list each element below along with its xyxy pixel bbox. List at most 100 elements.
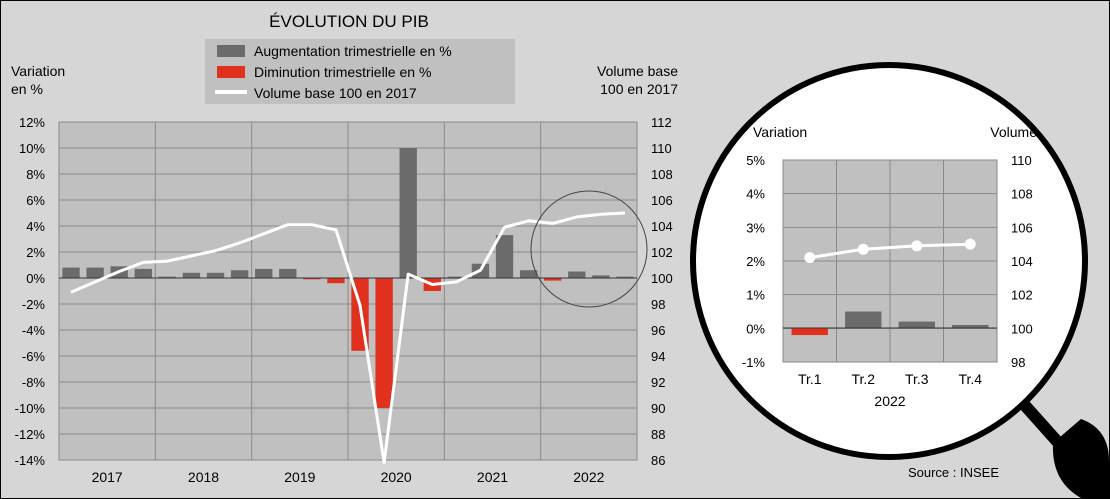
main-left-tick-label: 10% (19, 141, 45, 156)
main-left-tick-label: -4% (22, 323, 46, 338)
inset-category-label: Tr.1 (798, 371, 822, 387)
inset-category-labels: Tr.1 Tr.2 Tr.3 Tr.4 (798, 371, 982, 387)
inset-left-tick-label: 2% (746, 254, 765, 269)
main-left-tick-label: 4% (26, 219, 45, 234)
decrease-bar (375, 278, 393, 408)
inset-increase-bar (898, 321, 935, 329)
main-left-tick-label: -14% (15, 453, 46, 468)
inset-right-tick-label: 110 (1011, 153, 1032, 168)
inset-right-tick-label: 98 (1011, 355, 1025, 370)
zoom-marker-circle (530, 190, 648, 308)
main-right-tick-label: 100 (651, 271, 673, 286)
main-year-label: 2021 (477, 469, 508, 485)
decrease-bar (327, 278, 345, 284)
main-year-label: 2017 (92, 469, 123, 485)
inset-volume-marker (857, 243, 869, 255)
inset-left-tick-label: 3% (746, 220, 765, 235)
main-left-tick-label: 6% (26, 193, 45, 208)
main-left-tick-label: -2% (22, 297, 46, 312)
chart-title: ÉVOLUTION DU PIB (269, 12, 429, 31)
main-left-tick-label: -6% (22, 349, 46, 364)
main-year-label: 2020 (381, 469, 412, 485)
inset-right-tick-label: 100 (1011, 321, 1033, 336)
main-right-tick-label: 86 (651, 453, 665, 468)
main-right-tick-label: 112 (651, 115, 672, 130)
inset-volume-line (809, 242, 971, 260)
main-right-tick-label: 98 (651, 297, 665, 312)
main-right-tick-label: 90 (651, 401, 665, 416)
increase-bar (206, 272, 225, 278)
main-right-tick-label: 88 (651, 427, 665, 442)
inset-bars (791, 311, 989, 336)
main-right-tick-label: 110 (651, 141, 672, 156)
main-right-tick-label: 92 (651, 375, 665, 390)
inset-left-tick-label: 4% (746, 187, 765, 202)
inset-left-tick-label: 5% (746, 153, 765, 168)
legend-label-volume: Volume base 100 en 2017 (254, 85, 417, 101)
inset-volume-marker (911, 240, 923, 252)
increase-bar (279, 268, 297, 278)
main-right-ticks: 112 110 108 106 104 102 100 98 96 94 92 90 88 86 (651, 115, 673, 468)
inset-right-axis-title: Volume (990, 124, 1037, 140)
inset-x-axis-title: 2022 (874, 393, 905, 409)
inset-volume-marker (804, 252, 816, 264)
inset-volume-marker (964, 238, 976, 250)
inset-plot-area: Variation Volume 5% 4% 3% 2% 1% 0% -1% 110 108 1… (742, 124, 1037, 409)
main-left-ticks: 12% 10% 8% 6% 4% 2% 0% -2% -4% -6% -8% -10% -12% -14% (15, 115, 46, 468)
main-year-label: 2022 (573, 469, 604, 485)
increase-bar (399, 148, 417, 278)
increase-bar (447, 276, 466, 278)
main-left-tick-label: 0% (26, 271, 45, 286)
magnifier-grip (1052, 419, 1109, 498)
magnifier-neck (1015, 395, 1069, 454)
legend-label-increase: Augmentation trimestrielle en % (254, 43, 452, 59)
legend: Augmentation trimestrielle en % Diminuti… (205, 39, 515, 104)
legend-label-decrease: Diminution trimestrielle en % (254, 64, 431, 80)
inset-left-tick-label: -1% (742, 355, 766, 370)
increase-bar (158, 276, 177, 278)
main-left-tick-label: -8% (22, 375, 46, 390)
increase-bar (62, 267, 80, 278)
main-plot-area: 12% 10% 8% 6% 4% 2% 0% -2% -4% -6% -8% -10% -12% -14%… (15, 115, 673, 485)
left-axis-title-line1: Variation (11, 63, 65, 79)
decrease-bar (303, 278, 321, 280)
inset-category-label: Tr.4 (958, 371, 982, 387)
main-grid (59, 121, 637, 461)
main-right-tick-label: 106 (651, 193, 673, 208)
inset-right-ticks: 110 108 106 104 102 100 98 (1011, 153, 1033, 370)
increase-bar (255, 268, 273, 278)
main-left-tick-label: -10% (15, 401, 46, 416)
inset-increase-bar (952, 324, 989, 329)
source-note: Source : INSEE (908, 465, 999, 480)
inset-category-label: Tr.2 (851, 371, 875, 387)
main-right-tick-label: 108 (651, 167, 673, 182)
main-year-label: 2019 (284, 469, 315, 485)
inset-increase-bar (845, 311, 882, 329)
inset-category-label: Tr.3 (905, 371, 929, 387)
inset-right-tick-label: 106 (1011, 220, 1033, 235)
main-right-tick-label: 96 (651, 323, 665, 338)
main-left-tick-label: 8% (26, 167, 45, 182)
legend-background (205, 39, 515, 104)
increase-bar (182, 272, 201, 278)
left-axis-title-line2: en % (11, 81, 43, 97)
main-bars (62, 148, 634, 408)
main-left-tick-label: 12% (19, 115, 45, 130)
inset-decrease-bar (791, 328, 828, 336)
main-year-labels: 2017 2018 2019 2020 2021 2022 (92, 469, 605, 485)
magnifier-handle (1015, 395, 1109, 498)
main-right-tick-label: 102 (651, 245, 673, 260)
increase-bar (495, 235, 514, 278)
increase-bar (230, 270, 249, 278)
decrease-bar (544, 278, 562, 281)
inset-left-axis-title: Variation (753, 124, 807, 140)
inset-right-tick-label: 108 (1011, 187, 1033, 202)
inset-left-ticks: 5% 4% 3% 2% 1% 0% -1% (742, 153, 766, 370)
inset-right-tick-label: 104 (1011, 254, 1033, 269)
inset-left-tick-label: 0% (746, 321, 765, 336)
inset-left-tick-label: 1% (746, 288, 765, 303)
main-volume-line (70, 211, 626, 465)
inset-markers (804, 238, 976, 264)
